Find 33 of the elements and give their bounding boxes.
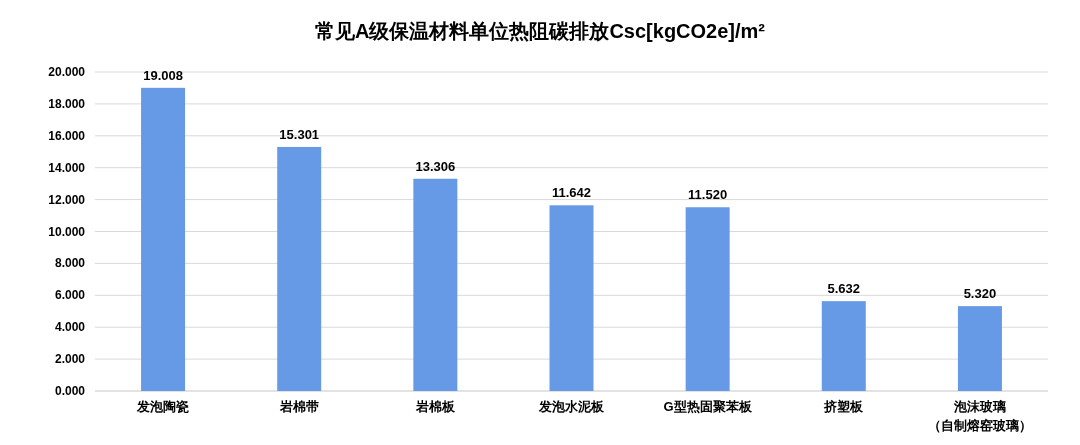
bar [685, 207, 730, 391]
x-tick-label: 泡沫玻璃（自制熔窑玻璃） [927, 399, 1032, 433]
y-tick-label: 6.000 [54, 288, 86, 303]
y-tick-label: 8.000 [54, 256, 86, 271]
x-tick-label: 岩棉板 [414, 399, 456, 414]
y-tick-label: 12.000 [48, 192, 86, 207]
data-label: 11.520 [688, 187, 728, 203]
y-tick-label: 10.000 [48, 224, 86, 239]
data-label: 11.642 [551, 185, 592, 201]
y-tick-label: 4.000 [54, 320, 86, 335]
data-label: 19.008 [143, 67, 183, 83]
x-tick-label: G型热固聚苯板 [663, 399, 753, 414]
y-tick-label: 18.000 [48, 96, 86, 111]
y-tick-label: 0.000 [54, 384, 86, 398]
y-tick-label: 14.000 [48, 160, 86, 175]
bar [549, 205, 594, 391]
x-tick-label: 发泡陶瓷 [136, 399, 190, 414]
x-tick-label: 岩棉带 [278, 399, 319, 414]
data-label: 15.301 [279, 126, 320, 142]
x-tick-label: 发泡水泥板 [538, 399, 605, 414]
bar [821, 301, 866, 391]
data-label: 5.320 [963, 286, 997, 302]
bar [141, 87, 186, 391]
data-label: 5.632 [827, 281, 861, 297]
y-tick-label: 2.000 [54, 352, 86, 367]
chart-title: 常见A级保温材料单位热阻碳排放Csc[kgCO2e]/m² [314, 20, 766, 42]
x-tick-label: 挤塑板 [823, 399, 865, 414]
bar [957, 306, 1002, 391]
data-label: 13.306 [415, 158, 456, 174]
bar [413, 178, 458, 391]
bar [277, 146, 322, 391]
y-tick-label: 20.000 [48, 65, 86, 79]
y-tick-label: 16.000 [48, 128, 86, 143]
